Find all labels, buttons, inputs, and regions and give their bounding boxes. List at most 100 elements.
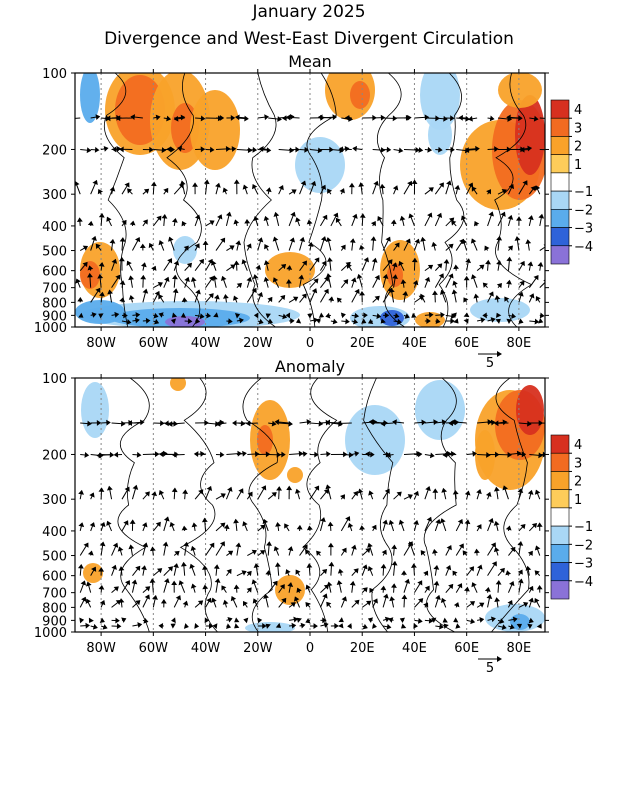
wind-vector-head [377,215,383,222]
colorbar-swatch [550,434,570,454]
wind-vector-head [266,541,272,546]
wind-vector-head [493,520,500,526]
wind-vector-head [473,293,480,299]
wind-vector-head [92,179,98,186]
wind-vector-head [134,317,140,324]
wind-vector-head [111,258,118,264]
x-tick-label: 20E [350,336,375,351]
wind-vector-head [115,115,121,122]
wind-vector-head [338,623,344,629]
wind-vector-head [300,622,306,629]
wind-vector-head [443,115,448,122]
colorbar: 4 3 2 1 −1 −2 −3 −4 [550,99,593,265]
wind-vector-head [326,601,332,608]
wind-vector-head [453,318,459,324]
wind-vector-head [296,617,302,623]
wind-vector-head [407,494,413,500]
wind-vector-head [171,580,178,586]
wind-vector-head [183,541,190,547]
wind-vector-head [436,212,443,218]
wind-vector-head [145,586,151,592]
wind-vector-head [367,542,373,548]
wind-vector-head [180,561,187,567]
y-tick-label: 200 [42,448,67,463]
wind-vector-head [334,623,339,629]
wind-vector-head [314,451,319,458]
wind-vector-head [200,115,206,122]
wind-vector-head [392,185,399,191]
wind-vector-head [368,318,374,324]
wind-vector-head [384,488,390,494]
wind-vector-head [265,623,271,629]
wind-vector-head [112,542,119,548]
wind-vector-head [441,487,448,493]
contour-line [438,73,465,327]
wind-vector-head [472,450,478,457]
wind-vector-head [158,623,164,629]
wind-vector-head [413,520,419,526]
wind-vector-head [428,187,434,193]
wind-vector-head [242,450,247,457]
wind-vector-head [453,264,460,270]
wind-vector-head [267,296,273,303]
wind-vector-head [523,601,529,608]
wind-vector-head [262,518,269,524]
wind-vector-head [265,570,272,575]
wind-vector-head [509,580,515,587]
wind-vector-head [486,594,493,599]
colorbar-label: 1 [574,158,582,173]
colorbar-swatch [550,117,570,137]
wind-vector-head [423,570,429,576]
wind-vector-head [198,489,204,495]
wind-vector-head [353,568,359,574]
wind-vector-head [490,317,496,323]
colorbar-label: 3 [574,121,582,136]
wind-vector-head [517,488,524,493]
colorbar-swatch [550,245,570,265]
wind-vector-head [243,617,249,624]
wind-vector-head [363,257,370,263]
wind-vector-head [320,517,326,523]
wind-vector-head [161,214,168,219]
wind-vector-head [443,258,450,264]
wind-vector-head [314,485,320,491]
wind-vector-head [189,563,195,569]
wind-vector-head [211,275,218,280]
wind-vector-head [306,525,313,531]
wind-vector-head [316,550,322,556]
wind-vector-head [152,594,158,600]
wind-vector-head [358,182,365,187]
wind-vector-head [275,522,281,527]
reference-vector-head [497,656,502,662]
wind-vector-head [208,623,214,629]
wind-vector-head [505,570,512,576]
wind-vector-head [171,487,178,493]
wind-vector-head [180,312,187,318]
divergence-fill [170,378,186,391]
wind-vector-head [518,291,524,297]
wind-vector-head [204,617,210,624]
wind-vector-head [421,419,427,426]
wind-vector-head [417,618,423,624]
wind-vector-head [267,318,273,324]
contour-line [302,73,337,327]
wind-vector-head [103,145,109,152]
wind-vector-head [135,237,141,243]
wind-vector-head [158,312,164,318]
wind-vector-head [158,490,165,496]
wind-vector-head [468,115,473,122]
wind-vector-head [336,297,343,303]
wind-vector-head [79,617,85,624]
wind-vector-head [536,623,542,629]
wind-vector-head [494,146,499,153]
wind-vector-head [448,583,454,590]
colorbar-label: −4 [574,240,593,255]
wind-vector-head [145,317,151,324]
wind-vector-head [339,188,345,194]
wind-vector-head [318,312,325,318]
wind-vector-head [181,221,187,227]
wind-vector-head [285,114,291,121]
wind-vector-head [428,617,434,624]
wind-vector-head [264,244,270,250]
wind-vector-head [433,564,440,570]
